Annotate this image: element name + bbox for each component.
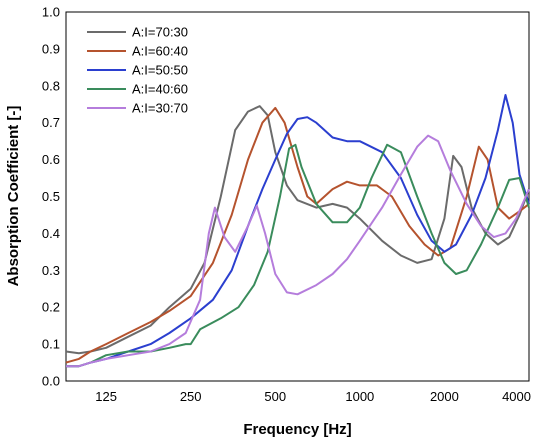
- x-tick-label: 4000: [502, 389, 531, 404]
- series-line-5: [66, 134, 530, 368]
- y-tick-label: 0.4: [42, 226, 60, 241]
- y-axis-title: Absorption Coefficient [-]: [5, 106, 22, 287]
- legend-label-1: A:I=70:30: [132, 25, 188, 40]
- series-line-2: [65, 106, 530, 364]
- legend-label-4: A:I=40:60: [132, 82, 188, 97]
- series-line-4: [66, 143, 530, 368]
- x-tick-label: 1000: [345, 389, 374, 404]
- legend: A:I=70:30 A:I=60:40 A:I=50:50 A:I=40:60 A:I=…: [87, 25, 188, 116]
- legend-label-2: A:I=60:40: [132, 44, 188, 59]
- x-tick-labels: 125 250 500 1000 2000 4000: [95, 389, 531, 404]
- plot-frame: [65, 11, 530, 382]
- y-tick-label: 0.5: [42, 189, 60, 204]
- y-tick-label: 0.2: [42, 300, 60, 315]
- y-tick-label: 0.3: [42, 263, 60, 278]
- series-line-3: [66, 94, 530, 368]
- y-tick-label: 0.0: [42, 374, 60, 389]
- series-line-1: [65, 105, 530, 355]
- y-tick-label: 1.0: [42, 5, 60, 20]
- legend-label-3: A:I=50:50: [132, 63, 188, 78]
- x-tick-label: 2000: [430, 389, 459, 404]
- y-tick-label: 0.8: [42, 78, 60, 93]
- x-tick-label: 125: [95, 389, 117, 404]
- y-tick-label: 0.6: [42, 152, 60, 167]
- x-axis-title: Frequency [Hz]: [243, 421, 351, 438]
- series-layer: [65, 94, 530, 368]
- y-tick-label: 0.9: [42, 41, 60, 56]
- y-tick-label: 0.7: [42, 115, 60, 130]
- legend-label-5: A:I=30:70: [132, 101, 188, 116]
- x-tick-label: 500: [264, 389, 286, 404]
- y-tick-labels: 0.0 0.1 0.2 0.3 0.4 0.5 0.6 0.7 0.8 0.9 1.0: [42, 5, 60, 389]
- x-tick-label: 250: [180, 389, 202, 404]
- y-tick-label: 0.1: [42, 337, 60, 352]
